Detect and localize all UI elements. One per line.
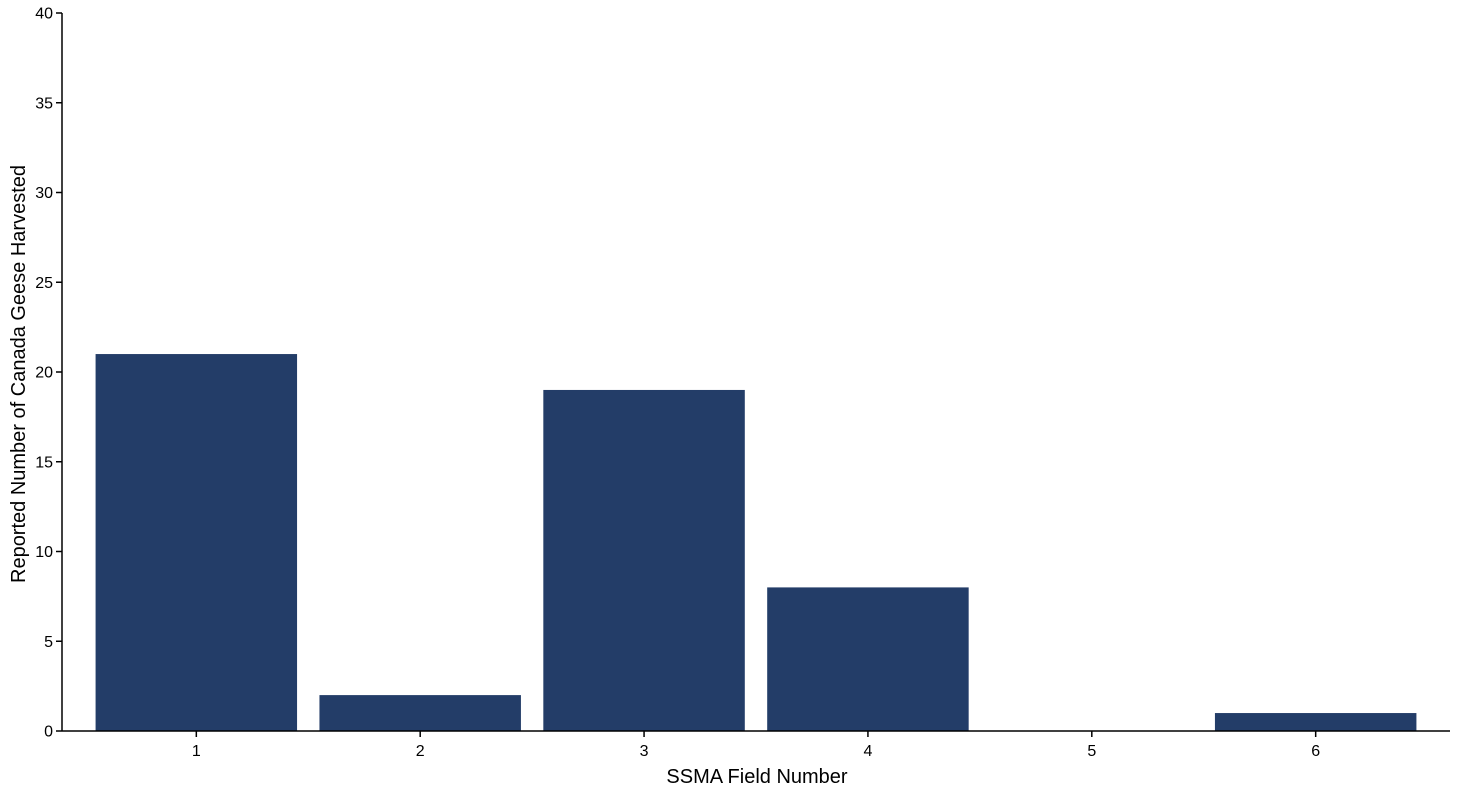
y-tick-label: 20 (35, 365, 53, 382)
y-tick-label: 25 (35, 275, 53, 292)
y-tick-label: 0 (44, 724, 53, 741)
bar-field-4 (767, 587, 969, 731)
x-axis: 1 2 3 4 5 6 (62, 730, 1450, 760)
bar-field-2 (319, 695, 521, 731)
x-tick-label: 2 (416, 743, 425, 760)
y-tick-label: 15 (35, 454, 53, 471)
y-axis: 0 5 10 15 20 25 30 35 40 (35, 6, 63, 741)
y-tick-label: 35 (35, 95, 53, 112)
x-axis-title: SSMA Field Number (666, 766, 848, 788)
bar-field-6 (1214, 713, 1417, 731)
x-tick-label: 5 (1087, 743, 1096, 760)
bar-field-1 (95, 354, 298, 731)
y-tick-label: 30 (35, 185, 53, 202)
x-tick-label: 4 (863, 743, 872, 760)
x-tick-label: 1 (192, 743, 201, 760)
y-tick-label: 10 (35, 544, 53, 561)
x-tick-label: 3 (640, 743, 649, 760)
y-tick-label: 40 (35, 6, 53, 23)
bars-group (95, 354, 1417, 731)
y-axis-title: Reported Number of Canada Geese Harveste… (8, 165, 30, 583)
x-tick-label: 6 (1311, 743, 1320, 760)
bar-field-3 (543, 389, 745, 731)
y-tick-label: 5 (44, 634, 53, 651)
